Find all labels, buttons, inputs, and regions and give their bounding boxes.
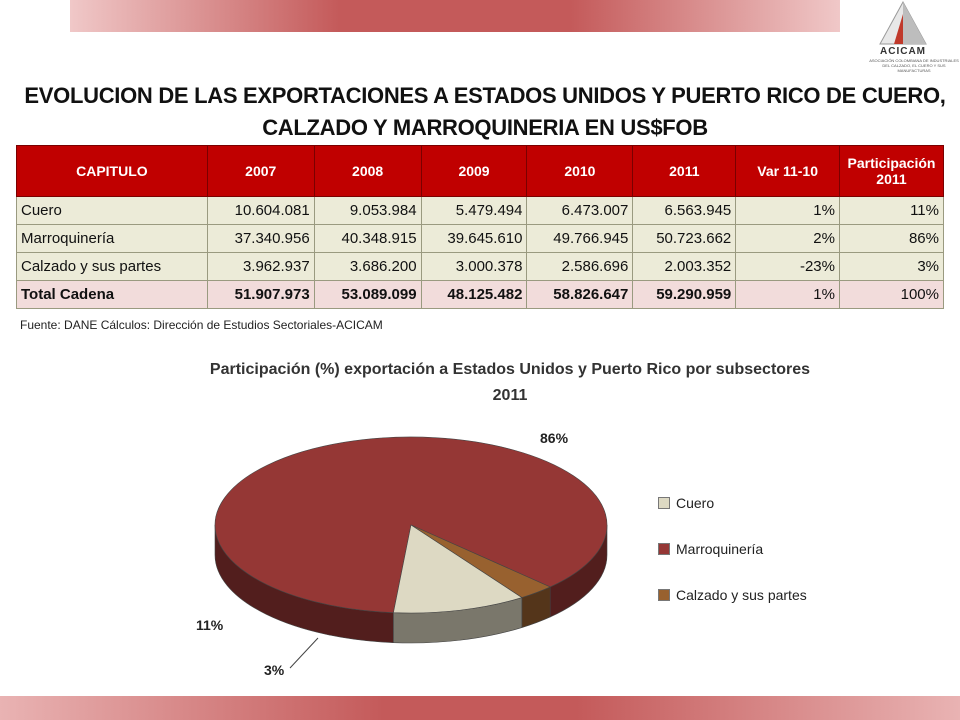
data-label-cuero: 11%	[196, 617, 224, 633]
legend-item: Calzado y sus partes	[658, 572, 807, 618]
pie-slice-cuero	[393, 524, 523, 614]
table-cell: 49.766.945	[526, 224, 634, 253]
logo-name: ACICAM	[880, 46, 926, 57]
table-cell: 2.003.352	[632, 252, 737, 281]
header-2011: 2011	[632, 145, 737, 197]
acicam-logo: ACICAM ASOCIACIÓN COLOMBIANA DE INDUSTRI…	[868, 0, 960, 80]
table-cell: 6.563.945	[632, 196, 737, 225]
page-title: EVOLUCION DE LAS EXPORTACIONES A ESTADOS…	[24, 83, 946, 140]
table-cell: Calzado y sus partes	[16, 252, 208, 281]
table-total-row: Total Cadena 51.907.973 53.089.099 48.12…	[16, 280, 945, 309]
table-cell: 3.962.937	[206, 252, 315, 281]
table-cell: Cuero	[16, 196, 208, 225]
table-cell: 11%	[838, 196, 945, 225]
data-label-calzado: 3%	[264, 662, 285, 678]
table-cell: Total Cadena	[16, 280, 208, 309]
leader-line-calzado	[289, 637, 319, 669]
source-note: Fuente: DANE Cálculos: Dirección de Estu…	[20, 318, 383, 332]
table-cell: 3.686.200	[313, 252, 422, 281]
chart-legend: Cuero Marroquinería Calzado y sus partes	[658, 480, 807, 618]
table-cell: 1%	[735, 196, 840, 225]
table-header-row: CAPITULO 2007 2008 2009 2010 2011 Var 11…	[16, 145, 945, 197]
table-cell: 3.000.378	[420, 252, 528, 281]
header-capitulo: CAPITULO	[16, 145, 208, 197]
table-cell: 3%	[838, 252, 945, 281]
table-cell: 48.125.482	[420, 280, 528, 309]
header-2009: 2009	[420, 145, 528, 197]
legend-swatch	[658, 543, 670, 555]
bottom-decorative-bar	[0, 696, 960, 720]
table-cell: 37.340.956	[206, 224, 315, 253]
table-cell: 59.290.959	[632, 280, 737, 309]
chart-title: Participación (%) exportación a Estados …	[209, 361, 811, 404]
table-cell: 2%	[735, 224, 840, 253]
table-cell: 58.826.647	[526, 280, 634, 309]
table-cell: 53.089.099	[313, 280, 422, 309]
header-2007: 2007	[206, 145, 315, 197]
header-2008: 2008	[313, 145, 422, 197]
table-cell: 50.723.662	[632, 224, 737, 253]
top-decorative-bar	[70, 0, 840, 32]
table-cell: Marroquinería	[16, 224, 208, 253]
header-participacion: Participación 2011	[838, 145, 945, 197]
legend-item: Marroquinería	[658, 526, 807, 572]
table-cell: 6.473.007	[526, 196, 634, 225]
logo-mark-icon	[879, 0, 927, 45]
header-2010: 2010	[526, 145, 634, 197]
table-cell: -23%	[735, 252, 840, 281]
legend-label: Marroquinería	[676, 541, 764, 557]
table-row: Calzado y sus partes 3.962.937 3.686.200…	[16, 252, 945, 281]
legend-swatch	[658, 589, 670, 601]
legend-swatch	[658, 497, 670, 509]
table-row: Marroquinería 37.340.956 40.348.915 39.6…	[16, 224, 945, 253]
header-var: Var 11-10	[735, 145, 840, 197]
legend-item: Cuero	[658, 480, 807, 526]
table-cell: 10.604.081	[206, 196, 315, 225]
table-cell: 51.907.973	[206, 280, 315, 309]
exports-table: CAPITULO 2007 2008 2009 2010 2011 Var 11…	[16, 145, 945, 309]
table-cell: 1%	[735, 280, 840, 309]
logo-tagline: ASOCIACIÓN COLOMBIANA DE INDUSTRIALES DE…	[869, 58, 959, 73]
legend-label: Cuero	[676, 495, 715, 511]
table-cell: 39.645.610	[420, 224, 528, 253]
table-cell: 9.053.984	[313, 196, 422, 225]
legend-label: Calzado y sus partes	[676, 587, 807, 603]
table-cell: 100%	[838, 280, 945, 309]
data-label-marroquineria: 86%	[540, 430, 569, 446]
